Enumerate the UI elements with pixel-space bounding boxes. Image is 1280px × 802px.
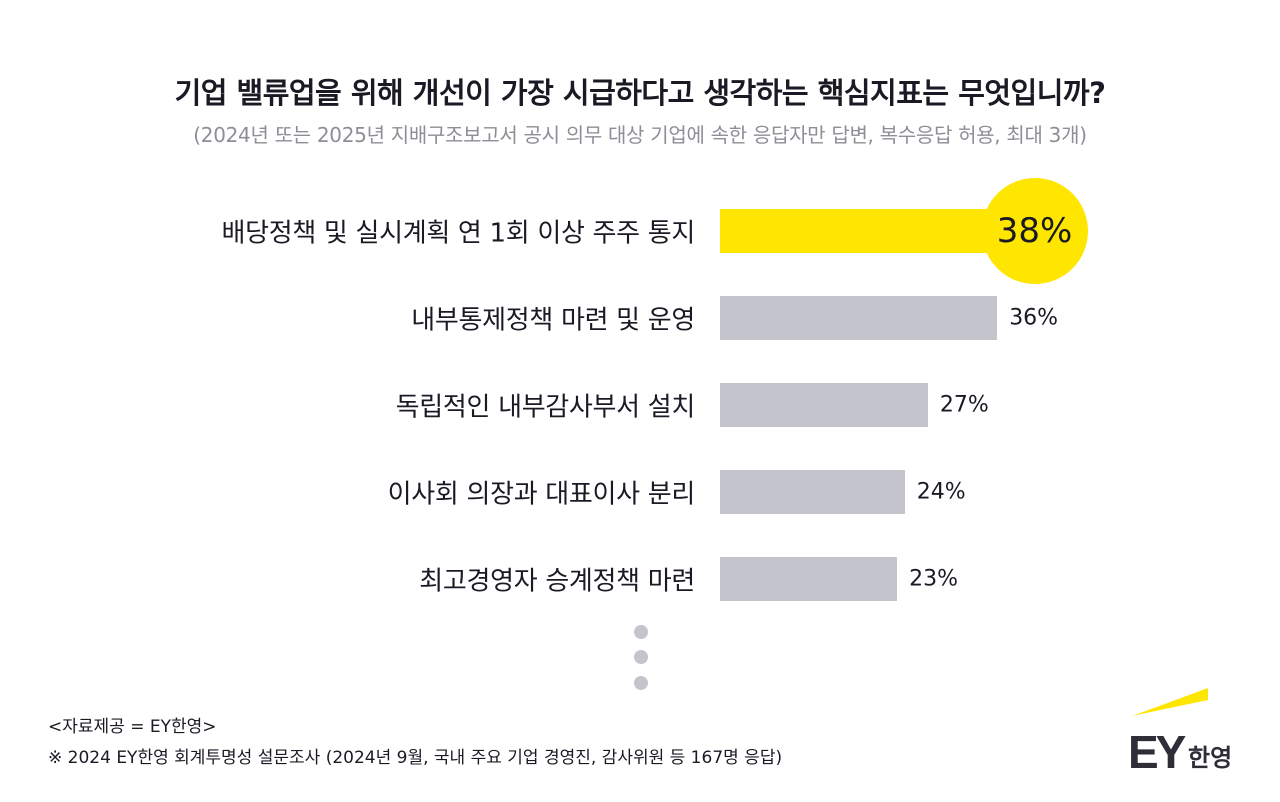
- svg-text:한영: 한영: [1188, 744, 1232, 772]
- category-label: 이사회 의장과 대표이사 분리: [387, 479, 696, 510]
- ellipsis-dot: [634, 650, 648, 664]
- chart-subtitle: (2024년 또는 2025년 지배구조보고서 공시 의무 대상 기업에 속한 …: [193, 123, 1087, 147]
- ellipsis-dot: [634, 676, 648, 690]
- value-label: 23%: [909, 566, 958, 592]
- highlight-value-label: 38%: [981, 178, 1088, 284]
- category-label: 독립적인 내부감사부서 설치: [395, 392, 696, 423]
- value-label: 27%: [939, 392, 989, 418]
- bar: [720, 470, 905, 514]
- category-label: 최고경영자 승계정책 마련: [419, 566, 695, 597]
- category-label: 내부통제정책 마련 및 운영: [411, 305, 695, 336]
- bar: [720, 209, 1013, 253]
- source-text: <자료제공 = EY한영>: [48, 717, 217, 737]
- ey-logo: EY 한영: [1128, 688, 1232, 773]
- value-label: 36%: [1009, 305, 1059, 331]
- bar: [720, 383, 928, 427]
- value-label: 24%: [916, 479, 966, 505]
- category-label: 배당정책 및 실시계획 연 1회 이상 주주 통지: [221, 218, 695, 249]
- svg-text:EY: EY: [1128, 726, 1186, 773]
- bar: [720, 557, 898, 601]
- survey-note: ※ 2024 EY한영 회계투명성 설문조사 (2024년 9월, 국내 주요 …: [48, 748, 783, 768]
- ellipsis-dot: [634, 625, 648, 639]
- chart-title: 기업 밸류업을 위해 개선이 가장 시급하다고 생각하는 핵심지표는 무엇입니까…: [174, 76, 1106, 110]
- bar: [720, 296, 998, 340]
